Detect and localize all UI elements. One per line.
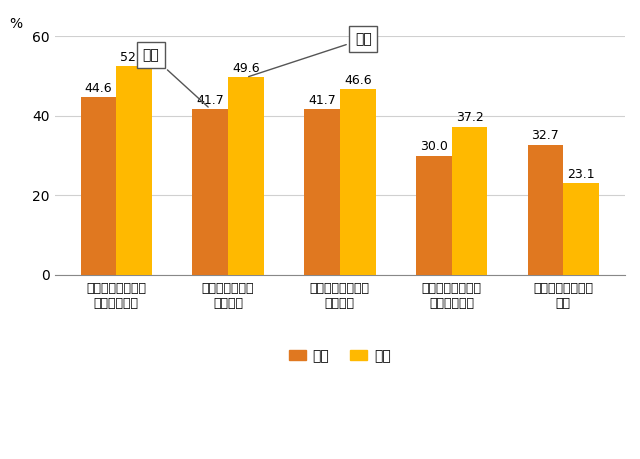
- Text: 32.7: 32.7: [532, 129, 559, 142]
- Text: 23.1: 23.1: [568, 168, 595, 180]
- Text: 37.2: 37.2: [456, 112, 483, 124]
- Bar: [81, 97, 116, 275]
- Text: 30.0: 30.0: [420, 140, 447, 153]
- Bar: [527, 145, 563, 275]
- Text: %: %: [9, 17, 22, 31]
- Bar: [228, 78, 264, 275]
- Bar: [452, 127, 487, 275]
- Bar: [416, 156, 452, 275]
- Text: 男性: 男性: [143, 48, 208, 107]
- Bar: [340, 90, 376, 275]
- Text: 41.7: 41.7: [196, 94, 224, 106]
- Bar: [304, 109, 340, 275]
- Text: 46.6: 46.6: [344, 74, 372, 87]
- Text: 44.6: 44.6: [84, 82, 112, 95]
- Text: 41.7: 41.7: [308, 94, 336, 106]
- Bar: [193, 109, 228, 275]
- Text: 49.6: 49.6: [232, 62, 260, 75]
- Bar: [116, 67, 152, 275]
- Bar: [563, 183, 599, 275]
- Text: 52.4: 52.4: [120, 51, 148, 64]
- Text: 女性: 女性: [248, 32, 372, 77]
- Legend: 男性, 女性: 男性, 女性: [284, 343, 396, 369]
